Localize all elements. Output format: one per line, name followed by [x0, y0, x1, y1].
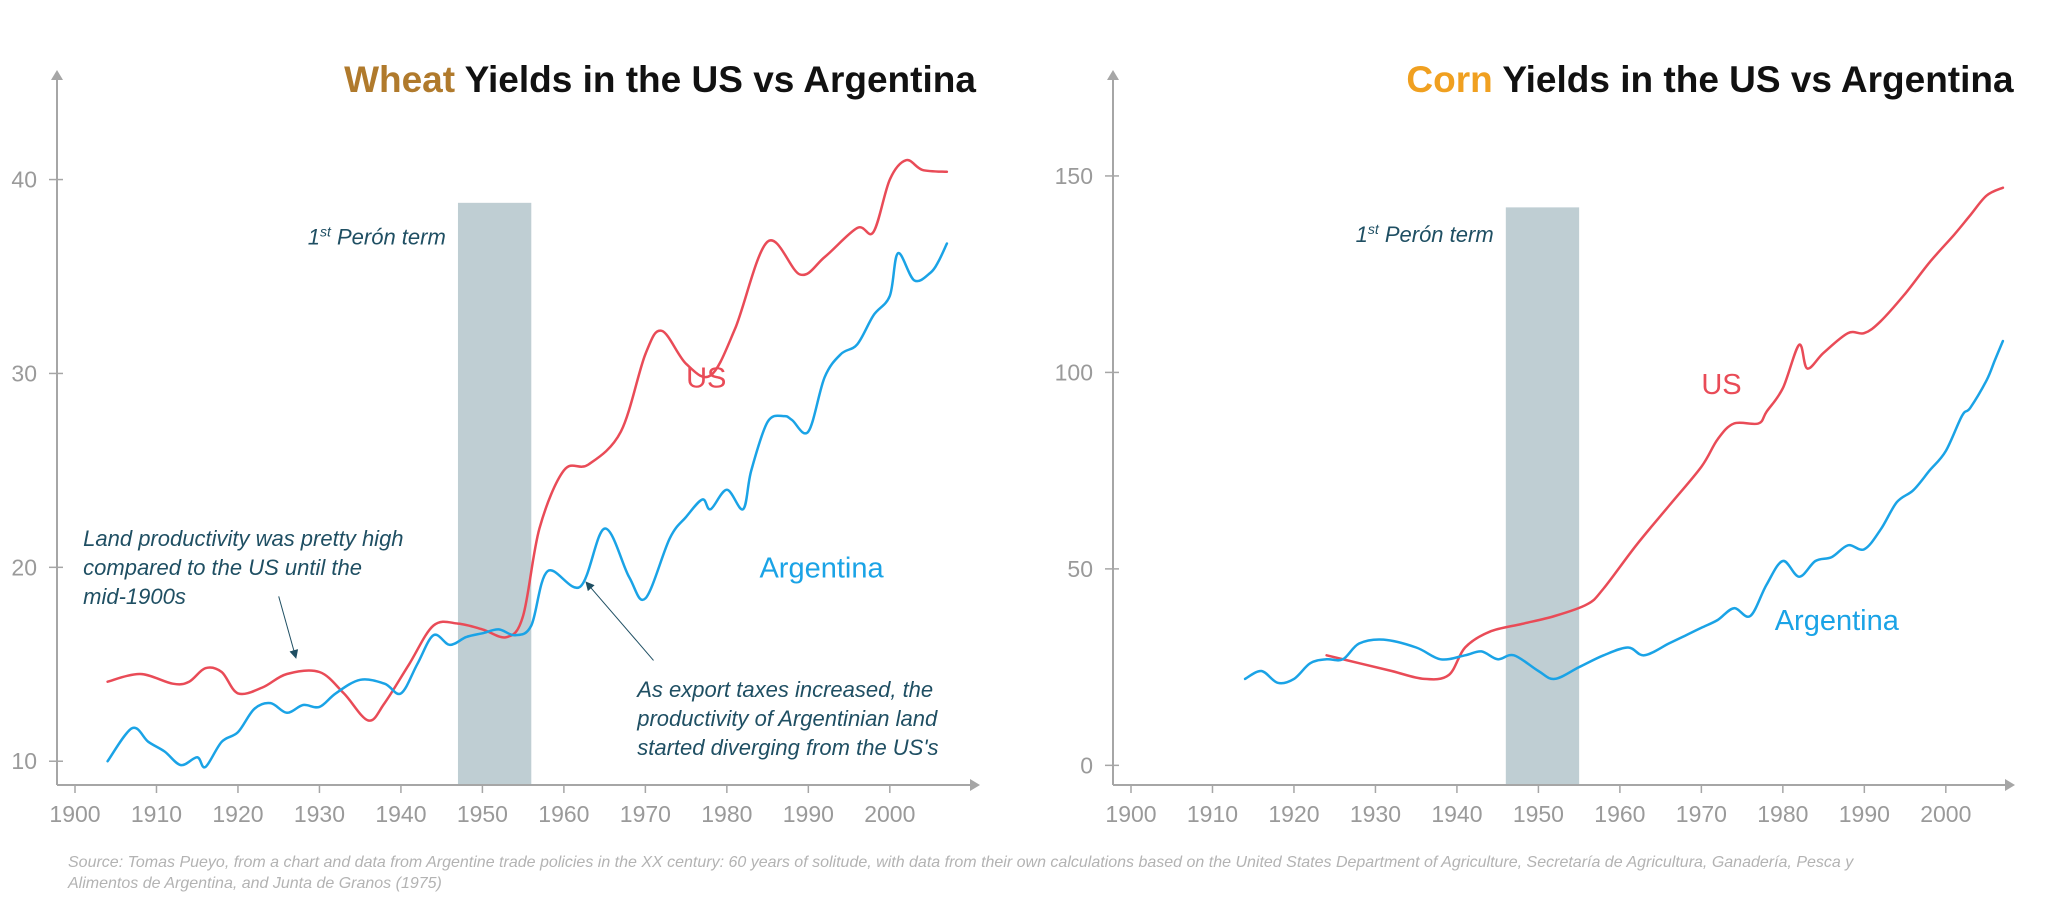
x-tick-label: 1900 — [1105, 801, 1156, 827]
x-tick-label: 1990 — [783, 801, 834, 827]
x-tick-label: 1980 — [701, 801, 752, 827]
x-tick-label: 1930 — [1350, 801, 1401, 827]
series-line-argentina — [1243, 339, 2005, 685]
source-line-2: Alimentos de Argentina, and Junta de Gra… — [67, 875, 442, 892]
series-line-us — [106, 158, 949, 722]
x-tick-label: 2000 — [1920, 801, 1971, 827]
chart-title: Wheat Yields in the US vs Argentina — [344, 59, 976, 100]
x-tick-label: 1950 — [457, 801, 508, 827]
y-tick-label: 40 — [11, 167, 37, 193]
x-tick-label: 1990 — [1839, 801, 1890, 827]
y-tick-label: 10 — [11, 748, 37, 774]
x-tick-label: 1960 — [538, 801, 589, 827]
x-tick-label: 2000 — [864, 801, 915, 827]
x-tick-label: 1980 — [1757, 801, 1808, 827]
y-tick-label: 20 — [11, 554, 37, 580]
peron-term-label: 1st Perón term — [308, 224, 446, 250]
y-tick-label: 30 — [11, 360, 37, 386]
annotation-0-line: mid-1900s — [83, 584, 186, 609]
x-tick-label: 1970 — [1676, 801, 1727, 827]
peron-term-band — [1505, 207, 1580, 785]
wheat-chart: 1st Perón term 1900 1910 1920 1930 1940 1950 19… — [11, 59, 980, 827]
peron-term-label: 1st Perón term — [1356, 221, 1494, 247]
annotation-1-line: productivity of Argentinian land — [636, 706, 938, 731]
y-axis-arrow — [1107, 70, 1119, 80]
x-tick-label: 1950 — [1513, 801, 1564, 827]
x-axis-arrow — [2005, 779, 2015, 791]
series-line-us — [1325, 186, 2005, 681]
x-tick-label: 1920 — [212, 801, 263, 827]
annotation-0-line: Land productivity was pretty high — [83, 526, 403, 551]
source-line-1: Source: Tomas Pueyo, from a chart and da… — [68, 854, 1854, 871]
y-tick-label: 100 — [1055, 359, 1093, 385]
chart-title: Corn Yields in the US vs Argentina — [1406, 59, 2014, 100]
series-line-argentina — [106, 242, 949, 769]
annotation-arrow — [585, 581, 654, 661]
x-tick-label: 1970 — [620, 801, 671, 827]
series-label-us: US — [1701, 369, 1741, 401]
annotation-arrow — [278, 596, 299, 659]
series-label-argentina: Argentina — [759, 552, 884, 584]
x-tick-label: 1900 — [49, 801, 100, 827]
annotation-0-line: compared to the US until the — [83, 555, 362, 580]
peron-term-band — [457, 202, 532, 786]
x-axis-arrow — [970, 779, 980, 791]
x-tick-label: 1960 — [1594, 801, 1645, 827]
y-tick-label: 50 — [1067, 556, 1093, 582]
corn-chart: 1st Perón term 1900 1910 1920 1930 1940 1950 19… — [1055, 59, 2015, 827]
y-axis-arrow — [51, 70, 63, 80]
x-tick-label: 1920 — [1268, 801, 1319, 827]
series-label-us: US — [686, 362, 726, 394]
x-tick-label: 1930 — [294, 801, 345, 827]
y-tick-label: 150 — [1055, 163, 1093, 189]
x-tick-label: 1940 — [1431, 801, 1482, 827]
x-tick-label: 1910 — [1187, 801, 1238, 827]
y-tick-label: 0 — [1080, 752, 1093, 778]
x-tick-label: 1910 — [131, 801, 182, 827]
annotation-1-line: started diverging from the US's — [637, 735, 938, 760]
x-tick-label: 1940 — [375, 801, 426, 827]
series-label-argentina: Argentina — [1775, 605, 1900, 637]
annotation-1-line: As export taxes increased, the — [635, 677, 933, 702]
